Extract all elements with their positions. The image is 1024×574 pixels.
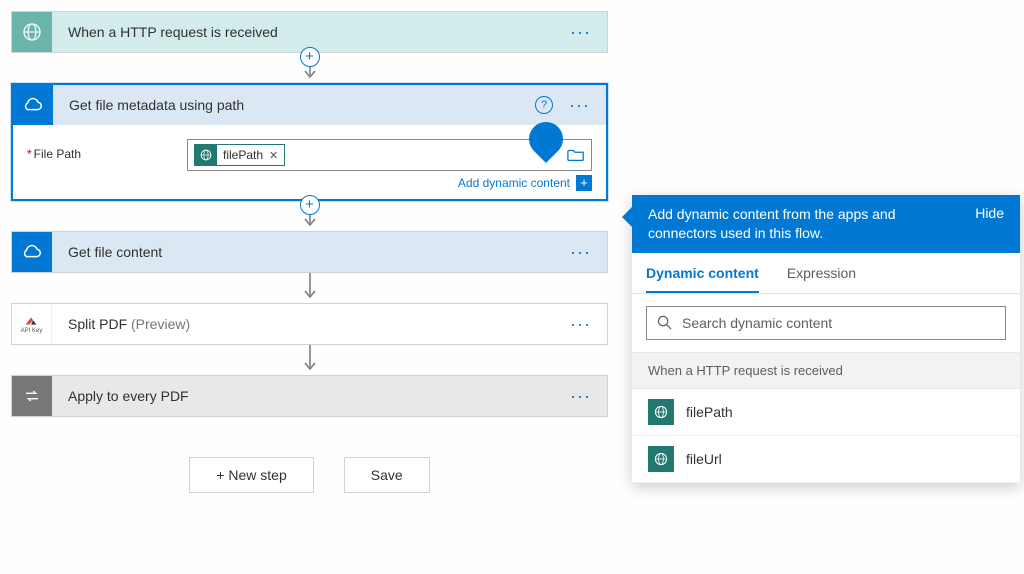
ellipsis-icon[interactable]: ··· <box>566 386 595 407</box>
footer-actions: + New step Save <box>11 457 608 493</box>
panel-pointer-icon <box>622 207 632 227</box>
tab-dynamic-content[interactable]: Dynamic content <box>646 253 759 293</box>
ellipsis-icon[interactable]: ··· <box>566 314 595 335</box>
step-header[interactable]: Get file metadata using path ? ··· <box>13 85 606 125</box>
file-path-input[interactable]: filePath ✕ <box>187 139 592 171</box>
panel-header-text: Add dynamic content from the apps and co… <box>648 205 975 243</box>
step-apply-each[interactable]: Apply to every PDF ··· <box>11 375 608 417</box>
flow-canvas: When a HTTP request is received ··· + Ge… <box>11 11 608 493</box>
ellipsis-icon[interactable]: ··· <box>565 95 594 116</box>
ellipsis-icon[interactable]: ··· <box>566 242 595 263</box>
dynamic-item-filepath[interactable]: filePath <box>632 389 1020 436</box>
panel-tabs: Dynamic content Expression <box>632 253 1020 294</box>
step-header[interactable]: API Key Split PDF (Preview) ··· <box>12 304 607 344</box>
add-step-icon[interactable]: + <box>300 47 320 67</box>
panel-header: Add dynamic content from the apps and co… <box>632 195 1020 253</box>
connector <box>11 273 608 303</box>
step-title: Split PDF (Preview) <box>52 316 566 332</box>
connector <box>11 345 608 375</box>
apikey-icon: API Key <box>12 304 52 344</box>
http-token-icon <box>195 144 217 166</box>
connector: + <box>11 201 608 231</box>
connector: + <box>11 53 608 83</box>
plus-badge-icon: + <box>576 175 592 191</box>
http-token-icon <box>648 399 674 425</box>
search-input[interactable]: Search dynamic content <box>646 306 1006 340</box>
step-header[interactable]: Apply to every PDF ··· <box>12 376 607 416</box>
ellipsis-icon[interactable]: ··· <box>566 22 595 43</box>
step-title: When a HTTP request is received <box>52 24 566 40</box>
search-icon <box>657 315 672 330</box>
dynamic-item-fileurl[interactable]: fileUrl <box>632 436 1020 483</box>
step-split-pdf[interactable]: API Key Split PDF (Preview) ··· <box>11 303 608 345</box>
tab-expression[interactable]: Expression <box>787 253 856 293</box>
cloud-icon <box>12 232 52 272</box>
step-title: Get file content <box>52 244 566 260</box>
loop-icon <box>12 376 52 416</box>
step-get-content[interactable]: Get file content ··· <box>11 231 608 273</box>
hide-panel-button[interactable]: Hide <box>975 205 1004 221</box>
item-label: fileUrl <box>686 451 722 467</box>
field-label: *File Path <box>27 139 187 161</box>
globe-icon <box>12 12 52 52</box>
panel-section-header: When a HTTP request is received <box>632 352 1020 389</box>
dynamic-content-panel: Add dynamic content from the apps and co… <box>632 195 1020 483</box>
step-title: Apply to every PDF <box>52 388 566 404</box>
step-header[interactable]: When a HTTP request is received ··· <box>12 12 607 52</box>
add-dynamic-content-link[interactable]: Add dynamic content + <box>187 175 592 191</box>
save-button[interactable]: Save <box>344 457 430 493</box>
token-label: filePath <box>223 148 263 162</box>
folder-icon[interactable] <box>565 145 587 165</box>
cloud-icon <box>13 85 53 125</box>
new-step-button[interactable]: + New step <box>189 457 313 493</box>
help-icon[interactable]: ? <box>535 96 553 114</box>
remove-token-icon[interactable]: ✕ <box>269 149 278 162</box>
add-step-icon[interactable]: + <box>300 195 320 215</box>
http-token-icon <box>648 446 674 472</box>
step-body: *File Path filePath ✕ <box>13 125 606 199</box>
step-title: Get file metadata using path <box>53 97 535 113</box>
search-placeholder: Search dynamic content <box>682 315 832 331</box>
token-filepath[interactable]: filePath ✕ <box>194 144 285 166</box>
step-header[interactable]: Get file content ··· <box>12 232 607 272</box>
step-get-metadata: Get file metadata using path ? ··· *File… <box>11 83 608 201</box>
item-label: filePath <box>686 404 733 420</box>
